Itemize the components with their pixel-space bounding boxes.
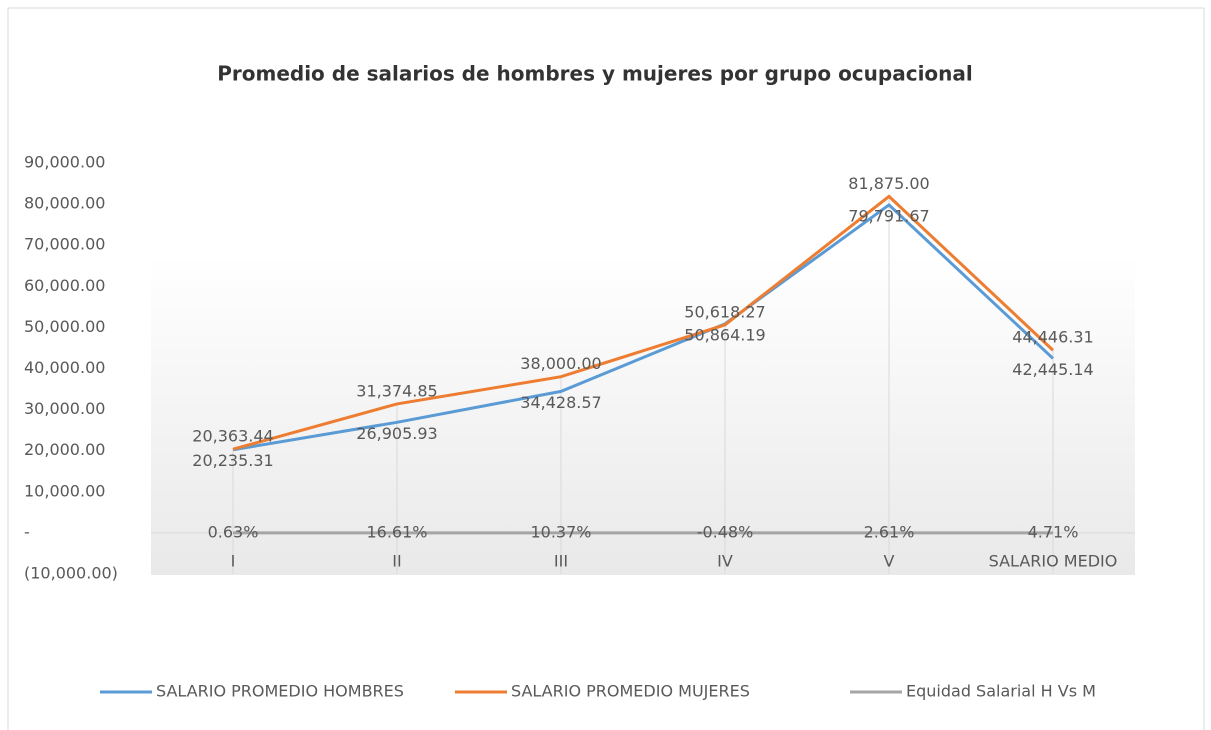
data-label: 44,446.31 — [1012, 328, 1093, 347]
data-label: 81,875.00 — [848, 174, 929, 193]
legend-label: SALARIO PROMEDIO MUJERES — [511, 682, 750, 701]
data-label: 38,000.00 — [520, 354, 601, 373]
y-tick-label: 90,000.00 — [24, 153, 105, 172]
y-tick-label: (10,000.00) — [24, 564, 118, 583]
data-label: 2.61% — [864, 522, 915, 541]
y-tick-label: 60,000.00 — [24, 276, 105, 295]
data-label: 42,445.14 — [1012, 360, 1093, 379]
x-tick-label: II — [392, 552, 401, 571]
x-tick-label: V — [884, 552, 895, 571]
data-label: 34,428.57 — [520, 393, 601, 412]
x-tick-label: I — [231, 552, 236, 571]
y-tick-label: 10,000.00 — [24, 481, 105, 500]
data-label: 26,905.93 — [356, 424, 437, 443]
data-label: 79,791.67 — [848, 206, 929, 225]
data-label: 31,374.85 — [356, 381, 437, 400]
y-tick-label: 30,000.00 — [24, 399, 105, 418]
series-line — [232, 194, 1055, 451]
data-label: 16.61% — [366, 522, 427, 541]
data-label: 10.37% — [530, 522, 591, 541]
y-tick-label: 40,000.00 — [24, 358, 105, 377]
y-tick-label: 70,000.00 — [24, 235, 105, 254]
y-tick-label: - — [24, 522, 30, 541]
data-label: 4.71% — [1028, 522, 1079, 541]
plot-background — [151, 255, 1135, 575]
chart-title: Promedio de salarios de hombres y mujere… — [217, 62, 973, 86]
x-tick-label: SALARIO MEDIO — [989, 552, 1118, 571]
data-label: 20,235.31 — [192, 451, 273, 470]
y-tick-label: 20,000.00 — [24, 440, 105, 459]
data-label: 20,363.44 — [192, 427, 273, 446]
data-label: 0.63% — [208, 522, 259, 541]
x-tick-label: IV — [717, 552, 733, 571]
legend-label: Equidad Salarial H Vs M — [906, 682, 1096, 701]
legend-label: SALARIO PROMEDIO HOMBRES — [156, 682, 404, 701]
data-label: -0.48% — [697, 522, 754, 541]
x-tick-label: III — [554, 552, 568, 571]
data-label: 50,864.19 — [684, 325, 765, 344]
series-line — [232, 203, 1055, 452]
y-tick-label: 50,000.00 — [24, 317, 105, 336]
chart-border — [7, 7, 1205, 730]
data-label: 50,618.27 — [684, 302, 765, 321]
y-tick-label: 80,000.00 — [24, 194, 105, 213]
